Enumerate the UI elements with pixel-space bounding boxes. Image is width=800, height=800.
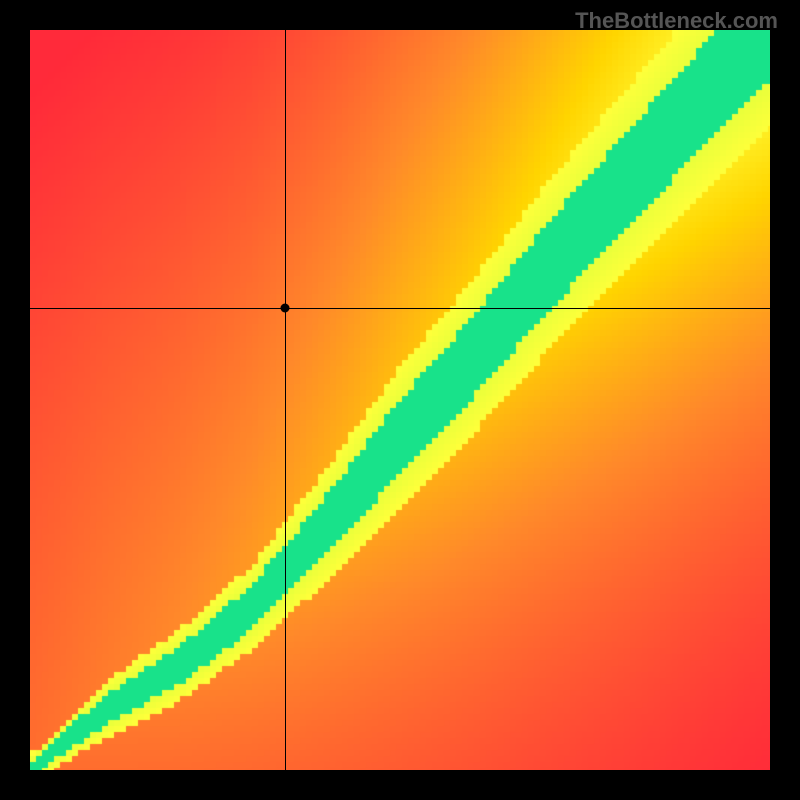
crosshair-horizontal [30,308,770,309]
crosshair-vertical [285,30,286,770]
watermark-text: TheBottleneck.com [575,8,778,34]
plot-area [30,30,770,770]
chart-container: TheBottleneck.com [0,0,800,800]
heatmap-canvas [30,30,770,770]
crosshair-marker-dot [281,303,290,312]
